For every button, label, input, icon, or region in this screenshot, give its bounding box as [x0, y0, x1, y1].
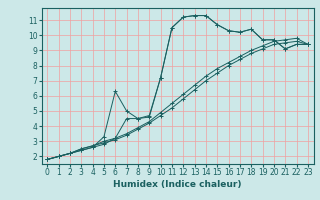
X-axis label: Humidex (Indice chaleur): Humidex (Indice chaleur)	[113, 180, 242, 189]
